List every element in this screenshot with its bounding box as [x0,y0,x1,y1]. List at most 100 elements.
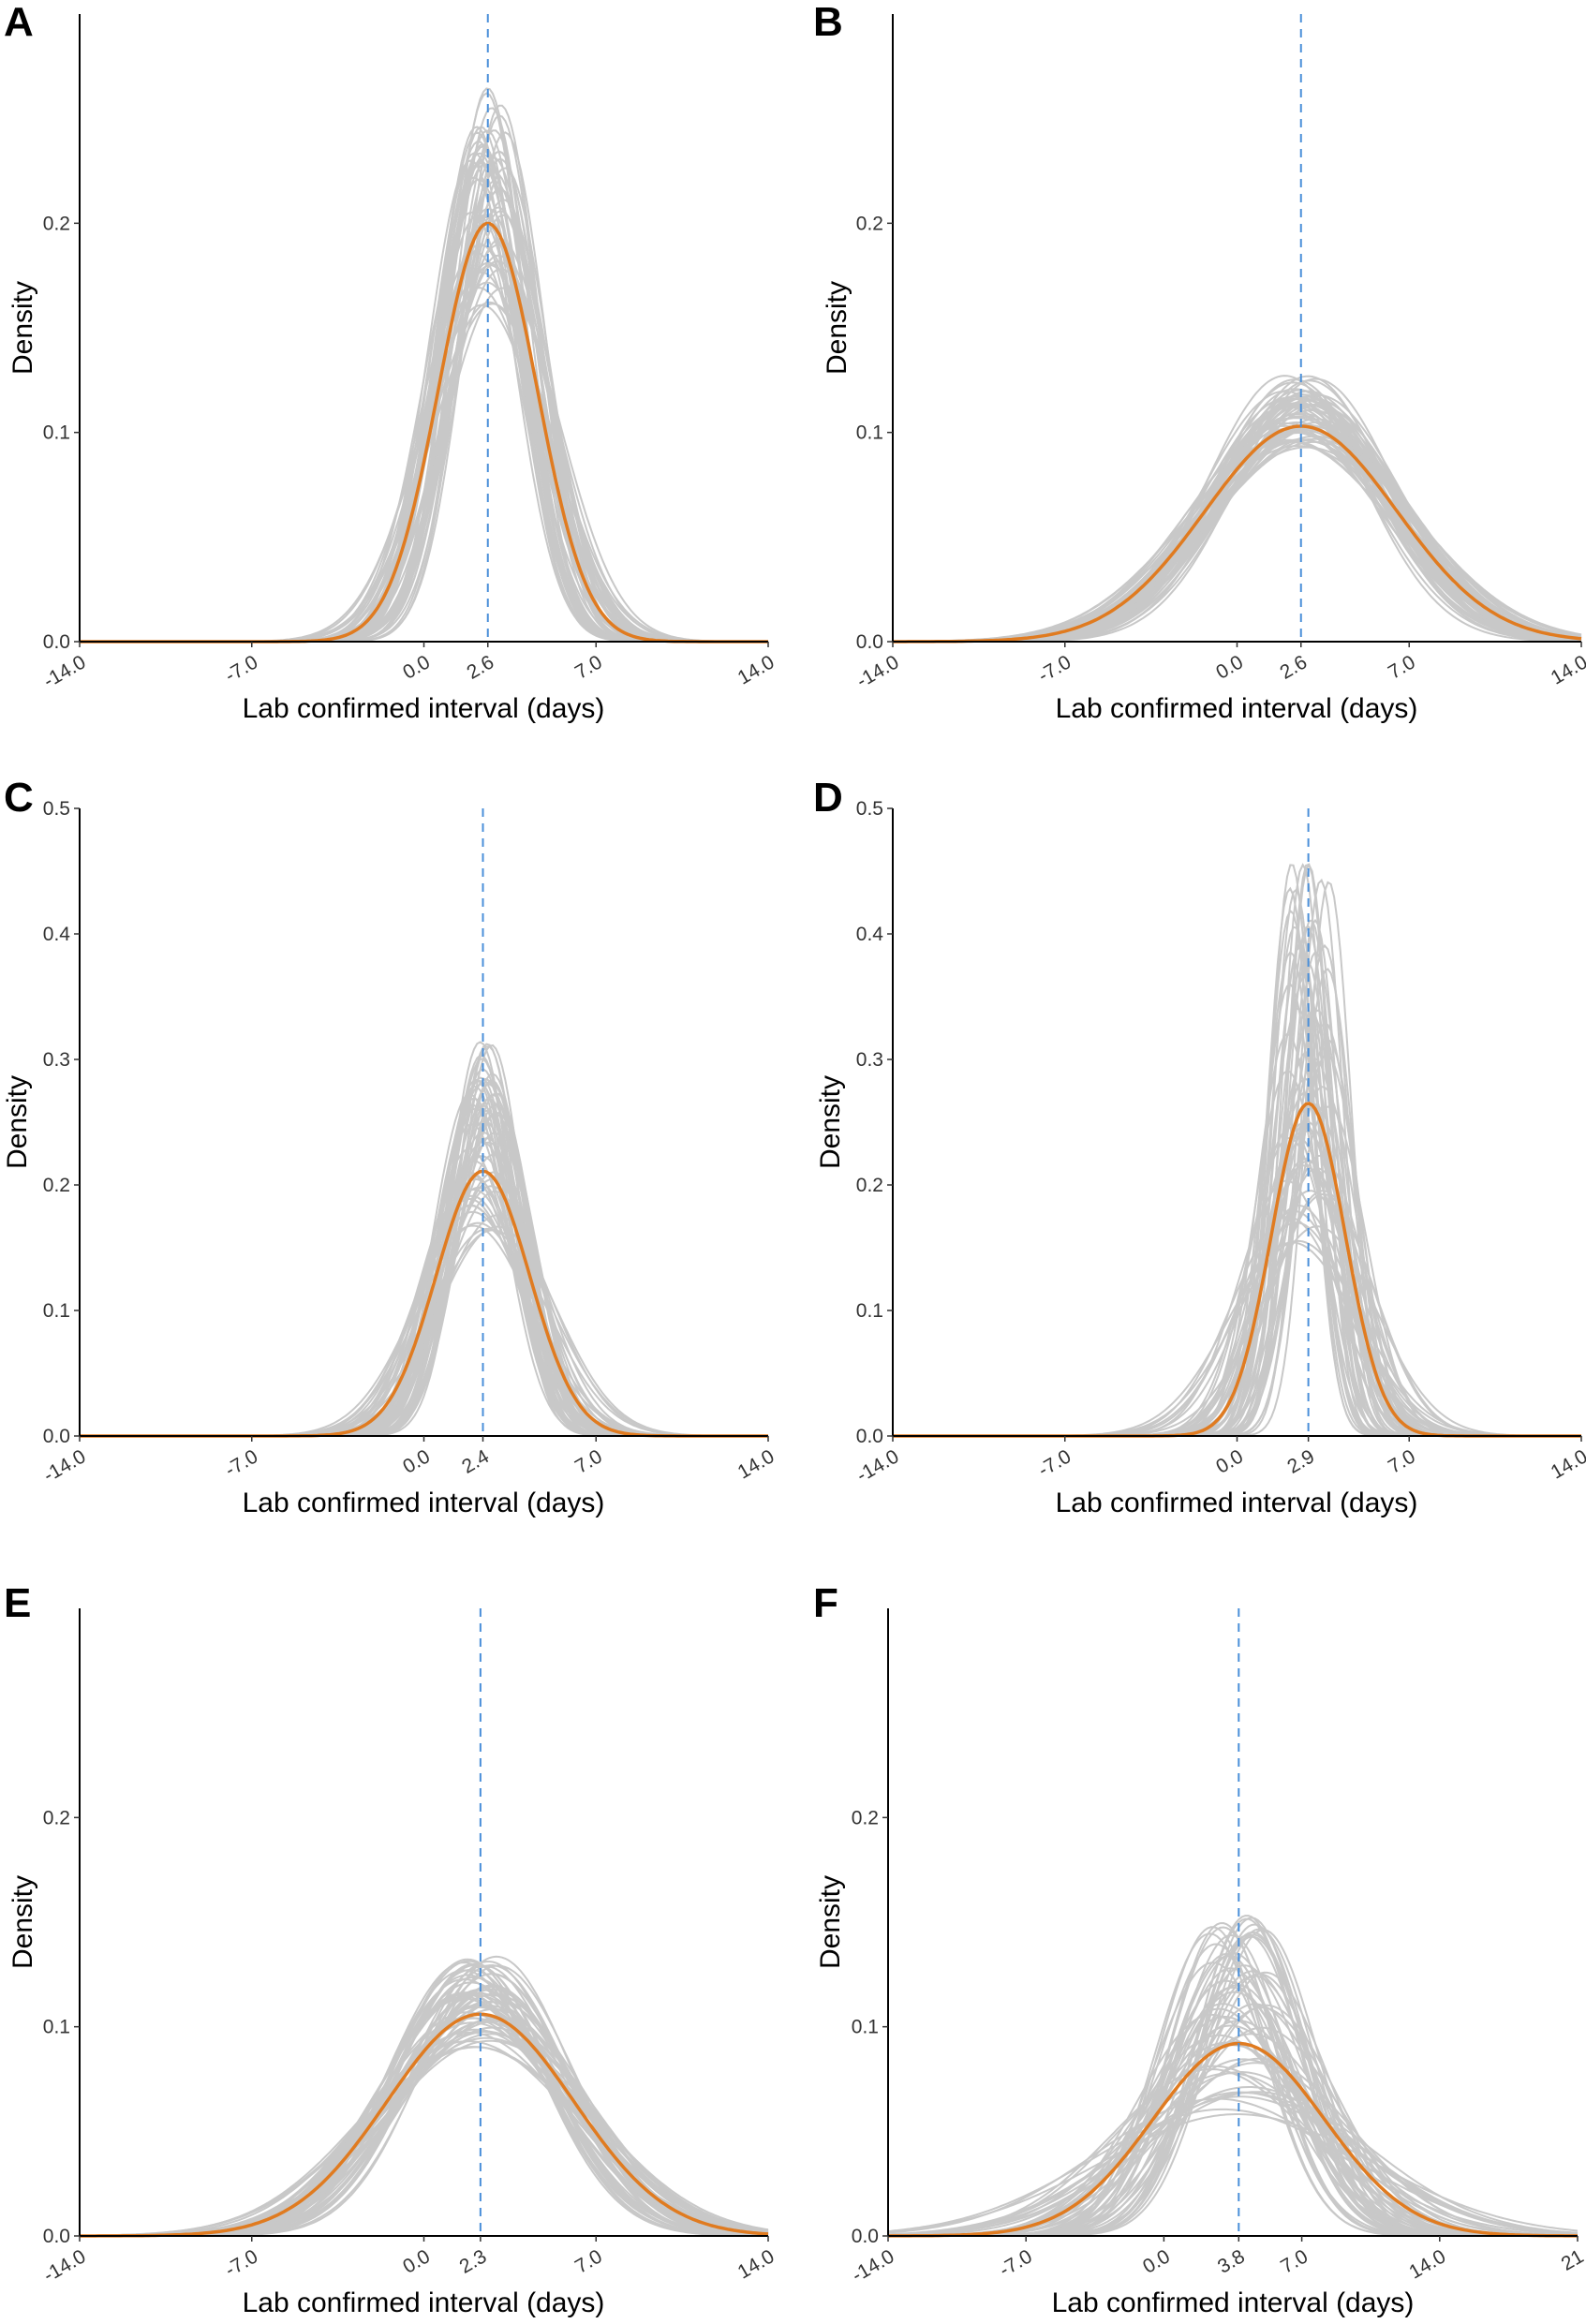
panel-label-a: A [4,0,34,45]
x-tick-label-e: 14.0 [734,2245,778,2283]
mean-curve-b [893,424,1582,644]
x-tick-label-e: 7.0 [571,2245,606,2278]
y-axis-title-f: Density [815,1875,846,1969]
y-tick-label-b: 0.1 [856,422,883,444]
y-tick-label-c: 0.1 [43,1300,70,1322]
y-tick-label-c: 0.3 [43,1049,70,1071]
y-tick-label-f: 0.1 [852,2017,879,2038]
sample-curve-f [887,2095,1579,2236]
y-tick-label-e: 0.0 [43,2226,70,2247]
y-tick-label-c: 0.0 [43,1426,70,1447]
x-tick-label-c: -14.0 [40,1445,90,1487]
panel-c: C 0.0 0.1 0.2 0.3 0.4 0.5 -14.0 -7.0 0.0 2.4 7.0 14… [2,775,778,1518]
sample-curve-f [888,1917,1578,2237]
sample-curve-e [80,1991,768,2237]
sample-curve-f [887,2091,1579,2236]
sample-curve-a [80,129,768,643]
y-tick-label-b: 0.2 [856,213,883,234]
y-axis-title-e: Density [7,1875,38,1969]
x-tick-label-b: 14.0 [1548,651,1586,688]
x-tick-label-d: 2.9 [1283,1445,1318,1478]
sample-curve-d [893,1158,1581,1437]
y-tick-label-d: 0.1 [856,1300,883,1322]
x-tick-label-a: -14.0 [40,651,90,692]
y-tick-label-d: 0.5 [856,798,883,820]
sample-curve-f [888,1933,1578,2237]
panel-label-f: F [813,1580,838,1626]
sample-curve-e [80,1991,769,2237]
x-tick-label-e: -14.0 [40,2245,90,2287]
y-axis-title-d: Density [815,1075,846,1169]
panel-label-e: E [4,1580,31,1626]
x-tick-label-f: 21 [1558,2245,1586,2275]
x-tick-label-d: -7.0 [1034,1445,1075,1481]
sample-curve-f [888,2013,1578,2237]
x-tick-label-f: -7.0 [996,2245,1036,2281]
sample-curve-f [887,2108,1579,2234]
sample-curve-f [887,2091,1579,2237]
x-tick-label-b: 0.0 [1212,651,1247,684]
panel-e: E 0.0 0.1 0.2 -14.0 -7.0 0.0 2.3 7.0 14.0 Densit… [4,1580,778,2318]
sample-curve-e [80,1992,769,2237]
sample-curve-f [888,1933,1578,2237]
x-tick-label-d: -14.0 [853,1445,903,1487]
x-tick-label-b: -7.0 [1034,651,1075,687]
plot-area-d: 0.0 0.1 0.2 0.3 0.4 0.5 -14.0 -7.0 0.0 2.9 7.0 14.0 [853,798,1586,1487]
x-tick-label-a: 0.0 [399,651,434,684]
x-tick-label-f: -14.0 [849,2245,898,2287]
y-tick-label-f: 0.0 [852,2226,879,2247]
x-tick-label-f: 3.8 [1214,2245,1249,2278]
y-tick-label-a: 0.2 [43,213,70,234]
sample-curve-b [893,446,1582,643]
x-tick-label-e: 0.0 [399,2245,434,2278]
x-tick-label-e: -7.0 [221,2245,261,2281]
x-tick-label-c: 7.0 [571,1445,606,1478]
plot-area-f: 0.0 0.1 0.2 -14.0 -7.0 0.0 3.8 7.0 14.0 21 [849,1608,1586,2287]
y-tick-label-d: 0.4 [856,924,884,945]
y-tick-label-a: 0.1 [43,422,70,444]
sample-curve-d [893,1154,1581,1437]
y-tick-label-d: 0.2 [856,1175,883,1196]
x-tick-label-b: -14.0 [853,651,903,692]
x-tick-label-a: 7.0 [571,651,606,684]
sample-curve-f [888,2015,1578,2237]
x-tick-label-a: 14.0 [734,651,778,688]
y-tick-label-d: 0.3 [856,1049,883,1071]
sample-curve-f [887,2097,1579,2236]
plot-area-a: 0.0 0.1 0.2 -14.0 -7.0 0.0 2.6 7.0 14.0 [40,14,778,692]
sample-curve-f [888,2040,1578,2237]
x-tick-label-a: 2.6 [463,651,497,684]
x-tick-label-b: 2.6 [1276,651,1311,684]
mean-curve-e [80,2012,769,2238]
sample-curve-f [888,1934,1578,2237]
x-axis-title-d: Lab confirmed interval (days) [1056,1488,1418,1518]
panel-a: A 0.0 0.1 0.2 -14.0 -7.0 0.0 2.6 7.0 14.0 Densit… [4,0,778,724]
sample-curve-e [80,1992,769,2237]
y-tick-label-c: 0.4 [43,924,71,945]
panel-b: B 0.0 0.1 0.2 -14.0 -7.0 0.0 2.6 7.0 14.0 Densit… [813,0,1586,724]
sample-curve-f [888,2026,1578,2237]
x-tick-label-f: 14.0 [1405,2245,1449,2283]
plot-area-c: 0.0 0.1 0.2 0.3 0.4 0.5 -14.0 -7.0 0.0 2.4 7.0 14.0 [40,798,778,1487]
y-tick-label-f: 0.2 [852,1807,879,1828]
y-axis-title-b: Density [822,281,852,375]
x-tick-label-c: -7.0 [221,1445,261,1481]
panel-d: D 0.0 0.1 0.2 0.3 0.4 0.5 -14.0 -7.0 0.0 2.9 7.0 14… [813,775,1586,1518]
x-tick-label-c: 0.0 [399,1445,434,1478]
x-tick-label-f: 7.0 [1277,2245,1312,2278]
sample-curve-c [80,1081,768,1437]
sample-curve-f [888,1932,1578,2237]
x-tick-label-b: 7.0 [1385,651,1419,684]
y-axis-title-c: Density [2,1075,33,1169]
x-tick-label-d: 7.0 [1385,1445,1419,1478]
y-tick-label-c: 0.5 [43,798,70,820]
x-axis-title-c: Lab confirmed interval (days) [243,1488,605,1518]
sample-curve-a [80,129,768,643]
x-tick-label-c: 14.0 [734,1445,778,1483]
x-tick-label-a: -7.0 [221,651,261,687]
x-tick-label-c: 2.4 [458,1445,493,1478]
sample-curve-f [888,2024,1578,2237]
y-tick-label-e: 0.2 [43,1807,70,1828]
panel-label-c: C [4,775,34,821]
x-tick-label-e: 2.3 [456,2245,491,2278]
